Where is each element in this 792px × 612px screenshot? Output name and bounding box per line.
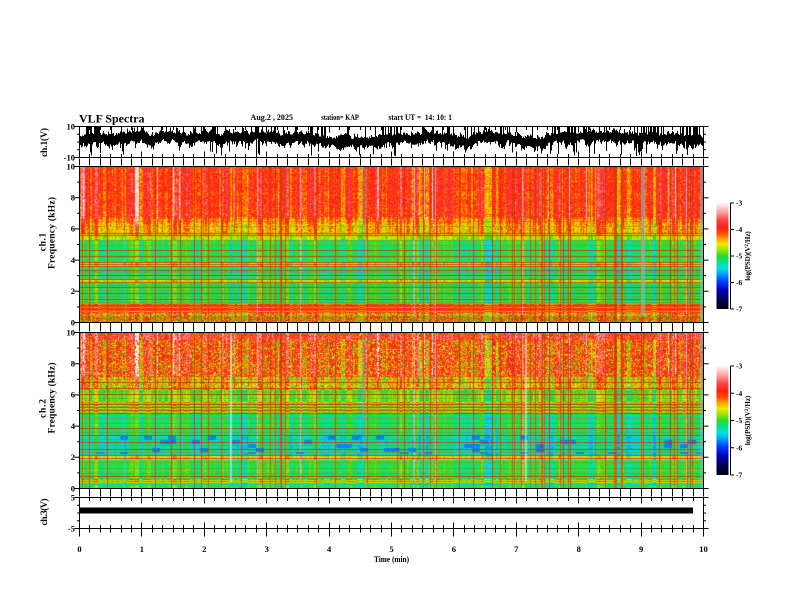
svg-text:6: 6	[452, 544, 456, 554]
svg-text:ch.3(V): ch.3(V)	[39, 499, 50, 526]
svg-text:-3: -3	[736, 199, 742, 208]
svg-text:start UT = 14: 10: 1: start UT = 14: 10: 1	[388, 113, 452, 122]
svg-text:log(PSD)(V2/Hz): log(PSD)(V2/Hz)	[744, 395, 752, 445]
svg-text:ch.2: ch.2	[39, 399, 49, 418]
svg-text:2: 2	[202, 544, 206, 554]
svg-text:10: 10	[67, 327, 76, 337]
svg-text:-10: -10	[64, 152, 75, 162]
svg-text:-4: -4	[736, 389, 742, 398]
svg-text:2: 2	[71, 452, 75, 462]
svg-text:-5: -5	[68, 523, 75, 533]
svg-text:1: 1	[140, 544, 144, 554]
svg-text:8: 8	[577, 544, 581, 554]
svg-text:-5: -5	[736, 252, 742, 261]
svg-text:5: 5	[389, 544, 393, 554]
svg-text:10: 10	[67, 161, 76, 171]
svg-text:Time (min): Time (min)	[374, 554, 409, 564]
svg-text:8: 8	[71, 359, 75, 369]
svg-text:Frequency (kHz): Frequency (kHz)	[47, 197, 58, 269]
svg-text:9: 9	[639, 544, 643, 554]
svg-text:VLF Spectra: VLF Spectra	[79, 114, 145, 126]
svg-text:-7: -7	[736, 471, 742, 480]
svg-text:-5: -5	[736, 416, 742, 425]
svg-text:ch.1(V): ch.1(V)	[39, 128, 50, 157]
svg-text:-7: -7	[736, 305, 742, 314]
svg-text:0: 0	[71, 317, 75, 327]
svg-text:6: 6	[71, 224, 75, 234]
svg-text:3: 3	[265, 544, 269, 554]
svg-text:ch.1: ch.1	[39, 233, 49, 252]
svg-text:-6: -6	[736, 443, 742, 452]
svg-text:4: 4	[71, 255, 76, 265]
svg-text:0: 0	[71, 483, 75, 493]
svg-text:log(PSD)(V2/Hz): log(PSD)(V2/Hz)	[744, 231, 752, 281]
svg-text:7: 7	[514, 544, 519, 554]
svg-text:10: 10	[699, 544, 708, 554]
svg-text:Aug.2 , 2025: Aug.2 , 2025	[251, 113, 294, 122]
svg-text:6: 6	[71, 390, 75, 400]
svg-text:2: 2	[71, 286, 75, 296]
svg-text:5: 5	[71, 492, 75, 502]
svg-text:4: 4	[327, 544, 332, 554]
svg-text:0: 0	[77, 544, 81, 554]
svg-text:10: 10	[67, 121, 76, 131]
svg-text:-6: -6	[736, 278, 742, 287]
svg-text:-4: -4	[736, 225, 742, 234]
svg-text:Frequency (kHz): Frequency (kHz)	[47, 363, 58, 434]
svg-text:station= KAP: station= KAP	[321, 113, 359, 122]
svg-text:-3: -3	[736, 362, 742, 371]
svg-text:8: 8	[71, 193, 75, 203]
svg-text:4: 4	[71, 421, 76, 431]
